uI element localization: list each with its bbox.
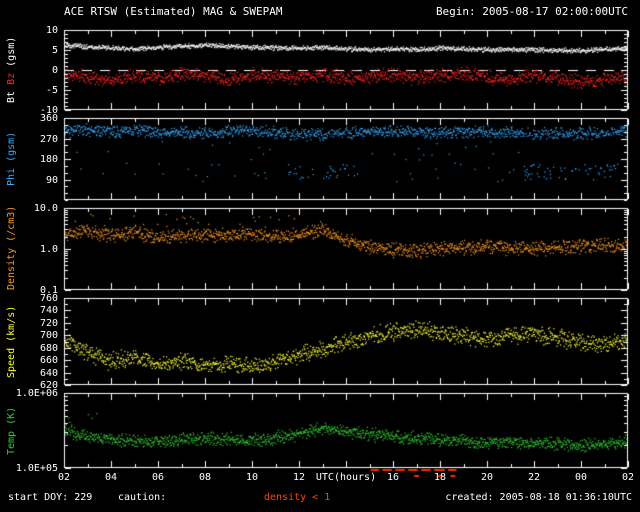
caution-label: caution:: [118, 492, 167, 503]
begin-timestamp: Begin: 2005-08-17 02:00:00UTC: [435, 5, 628, 18]
footer: start DOY: 229 caution: density < 1 crea…: [0, 492, 640, 508]
plot-title: ACE RTSW (Estimated) MAG & SWEPAM: [64, 5, 283, 18]
created-timestamp: created: 2005-08-18 01:36:10UTC: [445, 492, 632, 503]
caution-density-label: density < 1: [264, 492, 331, 503]
start-doy-label: start DOY: 229: [8, 492, 93, 503]
header: ACE RTSW (Estimated) MAG & SWEPAM Begin:…: [64, 5, 628, 18]
